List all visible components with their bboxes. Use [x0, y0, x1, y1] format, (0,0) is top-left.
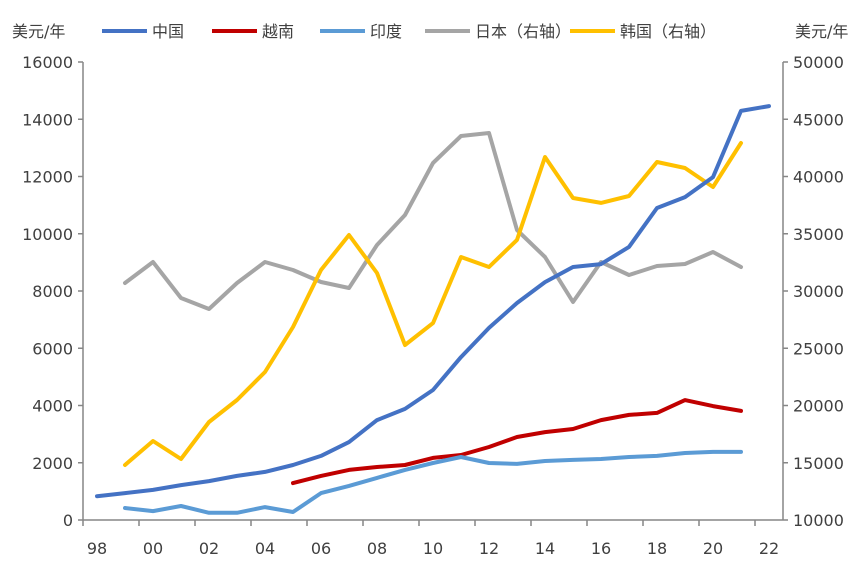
- right-axis-unit: 美元/年: [795, 22, 848, 41]
- x-tick-label: 04: [255, 539, 275, 558]
- right-tick-label: 10000: [793, 511, 844, 530]
- legend-label: 日本（右轴）: [475, 22, 571, 41]
- right-tick-label: 15000: [793, 454, 844, 473]
- x-tick-label: 08: [367, 539, 387, 558]
- left-tick-label: 0: [63, 511, 73, 530]
- left-tick-label: 2000: [32, 454, 73, 473]
- x-tick-label: 06: [311, 539, 331, 558]
- left-axis-unit: 美元/年: [12, 22, 65, 41]
- legend-label: 韩国（右轴）: [620, 22, 716, 41]
- legend-label: 中国: [152, 22, 184, 41]
- series-lines: [95, 104, 771, 515]
- left-tick-label: 6000: [32, 339, 73, 358]
- x-tick-label: 12: [479, 539, 499, 558]
- series-line-3: [123, 131, 743, 311]
- x-tick-label: 22: [759, 539, 779, 558]
- series-line-1: [291, 398, 743, 486]
- left-tick-label: 12000: [22, 168, 73, 187]
- right-tick-label: 20000: [793, 397, 844, 416]
- x-tick-label: 00: [143, 539, 163, 558]
- legend-item-0: 中国: [102, 22, 184, 41]
- left-tick-label: 10000: [22, 225, 73, 244]
- right-tick-label: 45000: [793, 110, 844, 129]
- x-tick-label: 16: [591, 539, 611, 558]
- x-tick-label: 02: [199, 539, 219, 558]
- legend-item-4: 韩国（右轴）: [570, 22, 716, 41]
- x-tick-label: 20: [703, 539, 723, 558]
- left-tick-label: 16000: [22, 53, 73, 72]
- legend-item-1: 越南: [212, 22, 294, 41]
- legend: 中国 越南 印度 日本（右轴） 韩国（右轴）: [102, 22, 716, 41]
- left-tick-label: 14000: [22, 110, 73, 129]
- x-tick-label: 14: [535, 539, 555, 558]
- series-line-2: [123, 449, 743, 515]
- series-line-4: [123, 141, 743, 467]
- x-tick-label: 98: [87, 539, 107, 558]
- series-line-0: [95, 104, 771, 499]
- right-tick-label: 30000: [793, 282, 844, 301]
- right-tick-label: 40000: [793, 168, 844, 187]
- left-tick-label: 8000: [32, 282, 73, 301]
- legend-item-3: 日本（右轴）: [425, 22, 571, 41]
- legend-label: 印度: [370, 22, 402, 41]
- right-tick-label: 50000: [793, 53, 844, 72]
- right-tick-label: 35000: [793, 225, 844, 244]
- left-tick-label: 4000: [32, 397, 73, 416]
- x-tick-label: 10: [423, 539, 443, 558]
- legend-label: 越南: [262, 22, 294, 41]
- right-tick-label: 25000: [793, 339, 844, 358]
- x-tick-label: 18: [647, 539, 667, 558]
- legend-item-2: 印度: [320, 22, 402, 41]
